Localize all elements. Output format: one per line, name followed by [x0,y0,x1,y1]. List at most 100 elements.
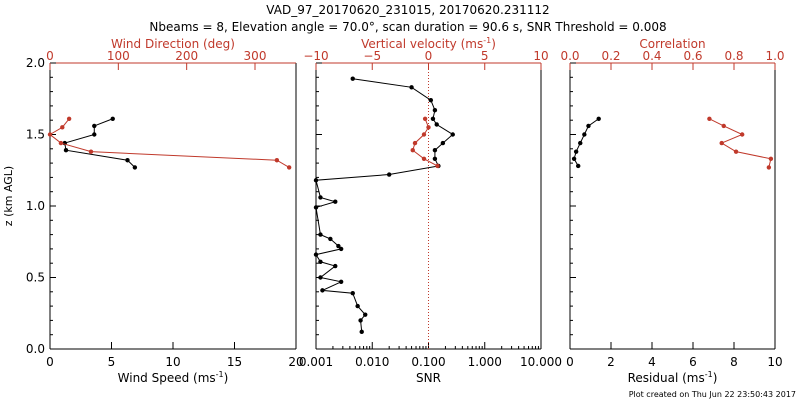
x-bottom-tick-label: 0.100 [411,355,445,369]
x-bottom-tick-label: 0.010 [355,355,389,369]
data-point [274,158,280,163]
data-point [320,288,325,293]
data-point [92,132,97,137]
x-top-tick-label: 1.0 [765,49,784,63]
data-point [313,252,319,257]
x-bottom-axis-label: Wind Speed (ms-1) [118,370,229,385]
x-bottom-tick-label: 2 [607,355,615,369]
data-point [432,107,438,113]
panel-residual: 0 2 4 6 8 10 0.0 0.2 0.4 0.6 0.8 1.0 Residual (ms-1)… [560,37,784,385]
x-top-tick-label: 0.6 [683,49,702,63]
data-point [92,123,97,129]
data-point [328,236,333,242]
x-top-tick-label: 10 [533,49,548,63]
series-line-red [709,118,772,168]
data-point [440,140,446,146]
x-bottom-tick-label: 5 [108,355,116,369]
data-point [333,199,338,204]
data-point [410,148,415,153]
data-point [428,97,434,103]
x-top-tick-label: 0.2 [601,49,620,63]
figure-subtitle: Nbeams = 8, Elevation angle = 70.0°, sca… [149,20,666,34]
y-tick-label: 1.0 [26,199,45,213]
plot-created-footer: Plot created on Thu Jun 22 23:50:43 2017 [629,390,796,399]
data-point [435,163,440,169]
data-point [733,149,739,154]
x-top-tick-label: 100 [107,49,130,63]
x-bottom-tick-label: 0.001 [299,355,333,369]
data-point [318,275,323,280]
data-point [432,148,438,153]
x-bottom-tick-label: 1.000 [468,355,502,369]
x-top-tick-label: 0.4 [642,49,661,63]
data-point [338,279,344,284]
x-bottom-tick-label: 0 [46,355,54,369]
data-point [110,116,115,121]
data-point [318,195,323,200]
panel-snr: 0.001 0.010 0.100 1.000 10.000 −10 −5 0 5 10 SNR Ve… [299,36,562,385]
data-point [740,132,745,137]
x-top-tick-label: −10 [303,49,328,63]
data-point [422,116,428,121]
x-bottom-tick-label: 4 [648,355,656,369]
y-axis-label: z (km AGL) [2,166,15,226]
data-point [576,163,581,169]
data-point [125,158,130,163]
data-point [386,172,392,177]
x-bottom-axis-label: Residual (ms-1) [628,370,718,385]
x-top-tick-label: 0 [425,49,433,63]
x-top-tick-label: 5 [481,49,489,63]
data-point [719,140,724,146]
data-point [571,156,577,162]
x-bottom-axis-label: SNR [416,371,441,385]
data-point [313,178,319,183]
data-point [412,140,418,146]
data-point [66,116,72,121]
data-point [358,318,363,323]
x-bottom-tick-label: 10.000 [520,355,562,369]
data-point [426,125,431,130]
data-point [721,123,726,129]
x-top-tick-label: 200 [175,49,198,63]
y-tick-label: 0.5 [26,271,45,285]
data-point [363,312,368,317]
data-point [409,85,414,90]
x-bottom-tick-label: 10 [165,355,180,369]
data-point [350,76,355,81]
data-point [333,263,338,269]
x-top-tick-label: 0 [46,49,54,63]
data-point [578,140,583,146]
data-point [318,259,323,264]
data-point [88,149,94,154]
x-top-axis-label: Correlation [639,37,705,51]
data-point [450,132,455,137]
x-bottom-tick-label: 0 [566,355,574,369]
data-point [707,116,712,121]
series-line-red [49,118,290,168]
x-top-axis-label: Vertical velocity (ms-1) [361,36,496,51]
data-point [355,303,360,309]
x-top-tick-label: 0.8 [724,49,743,63]
x-top-axis-label: Wind Direction (deg) [111,37,235,51]
x-bottom-tick-label: 20 [288,355,303,369]
y-tick-label: 0.0 [26,342,45,356]
data-point [582,132,587,137]
data-point [766,165,772,170]
data-point [132,165,138,170]
data-point [318,232,323,237]
x-top-tick-label: 300 [244,49,267,63]
data-point [286,165,292,170]
series-line-black [64,118,136,168]
data-point [336,243,341,249]
y-tick-label: 2.0 [26,56,45,70]
x-bottom-tick-label: 15 [227,355,242,369]
data-point [434,122,439,127]
data-point [768,156,774,162]
figure-title: VAD_97_20170620_231015, 20170620.231112 [266,3,549,17]
data-point [421,132,427,137]
data-point [432,156,438,162]
data-point [596,116,601,121]
